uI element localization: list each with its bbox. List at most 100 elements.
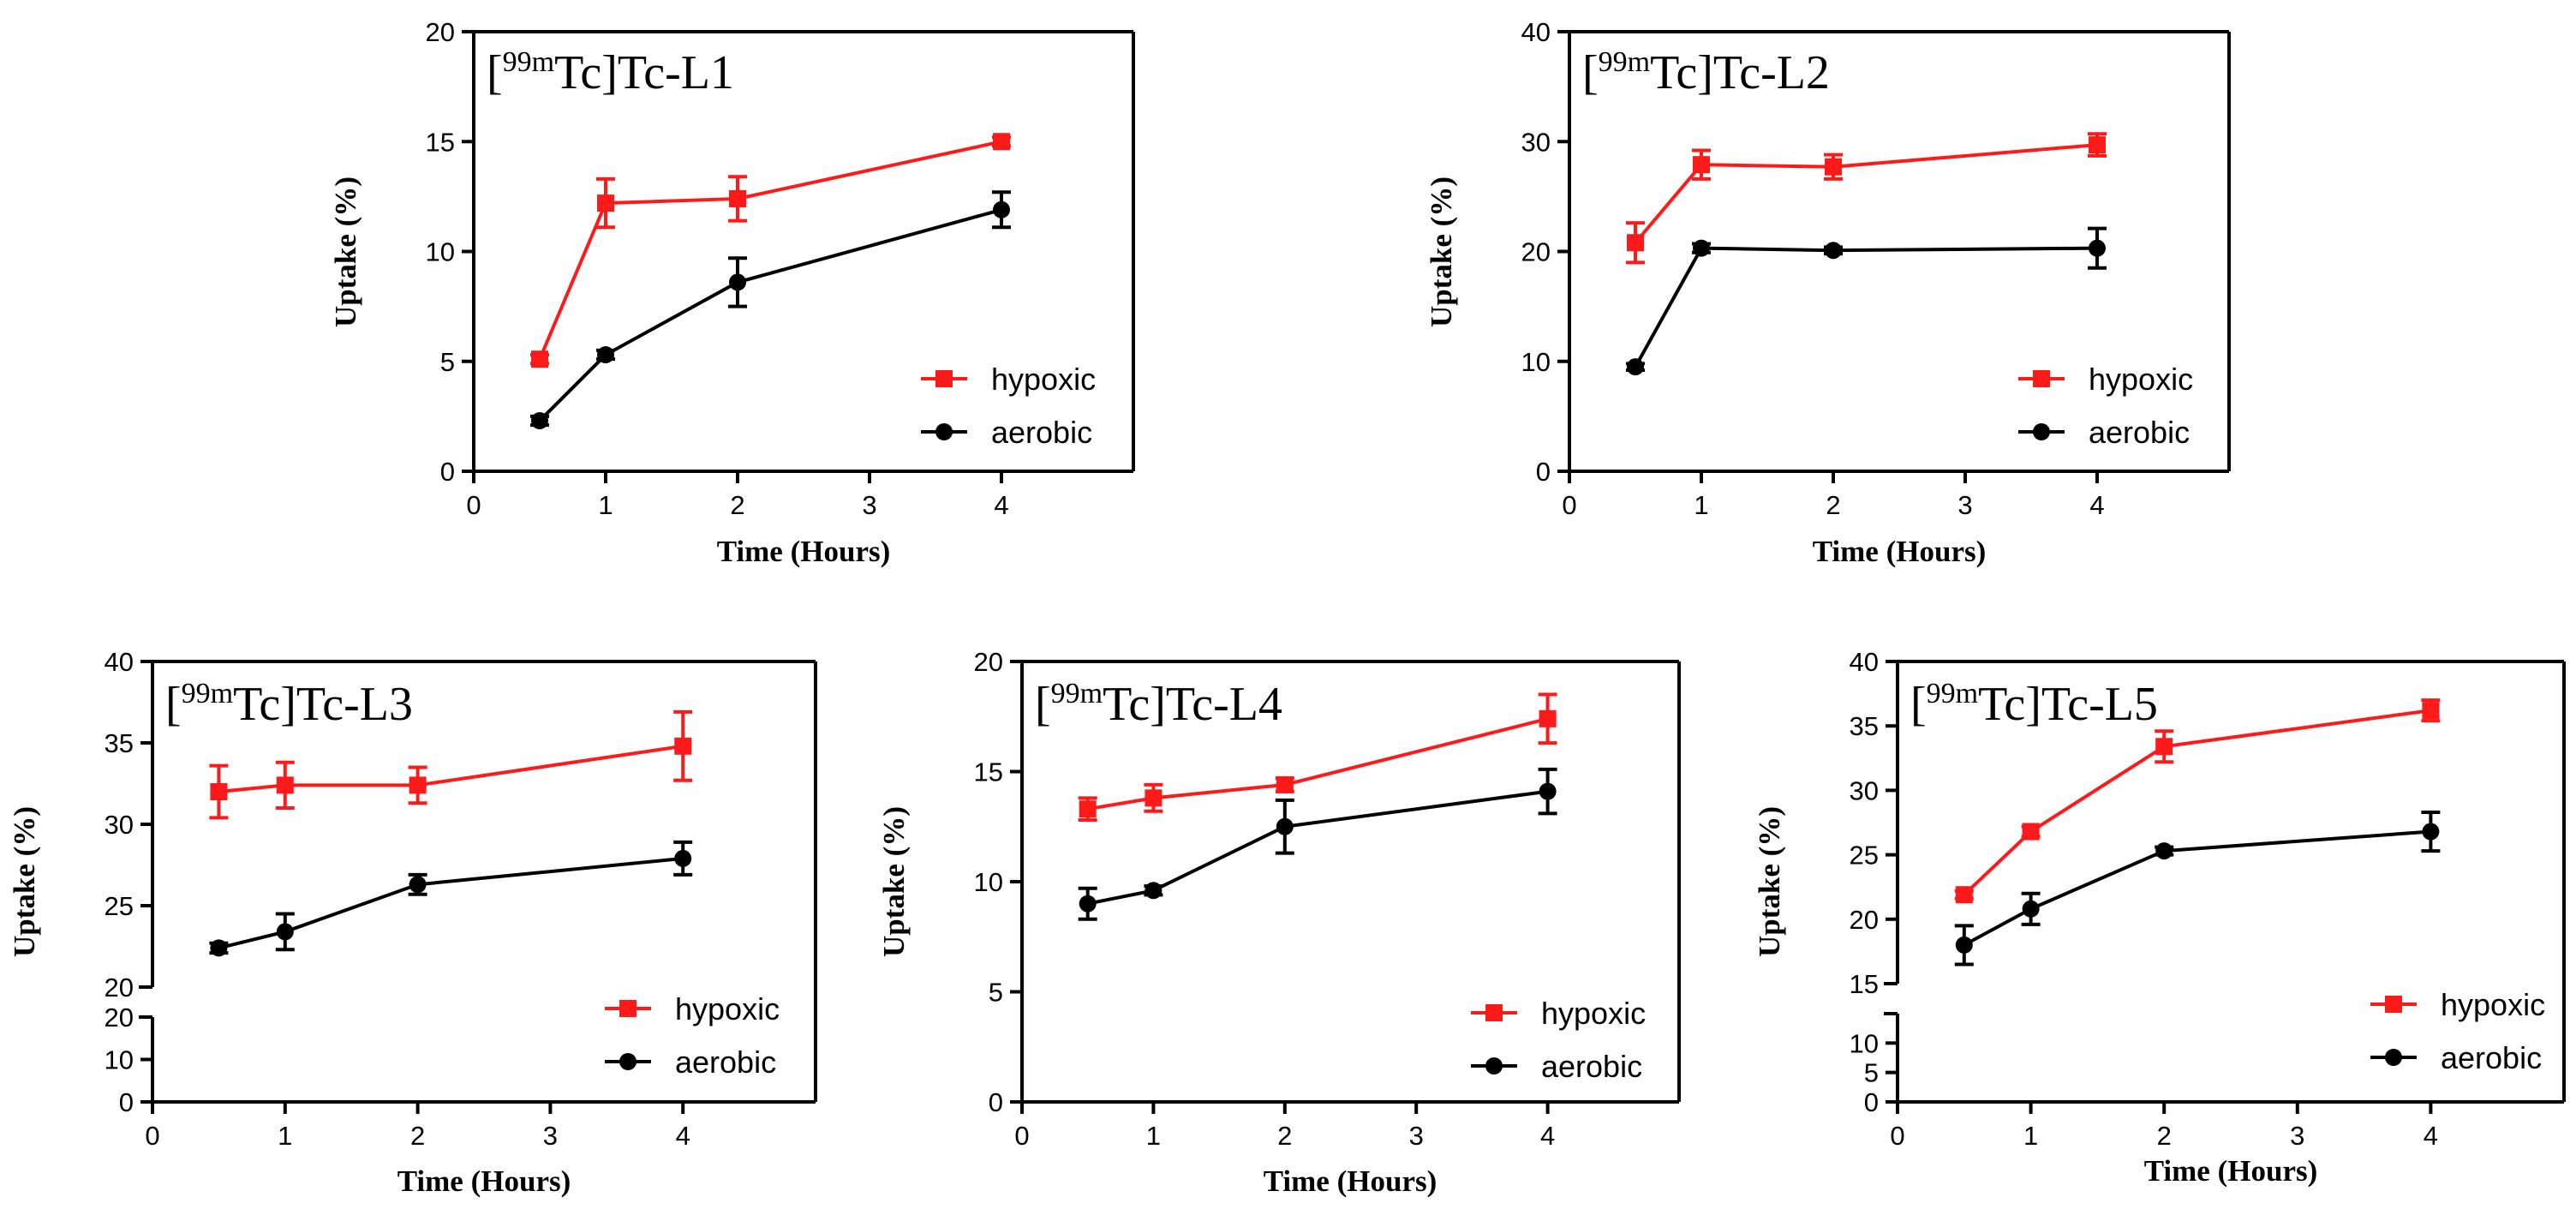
data-point-hypoxic [531, 350, 548, 368]
legend-label-aerobic: aerobic [991, 415, 1092, 450]
y-tick-label: 10 [1850, 1028, 1879, 1058]
y-tick-label: 30 [1850, 775, 1879, 805]
legend-marker-hypoxic [1485, 1004, 1503, 1021]
y-tick-label: 5 [440, 347, 455, 377]
x-tick-label: 2 [1277, 1121, 1292, 1151]
x-axis-label: Time (Hours) [717, 535, 891, 568]
title-bracket: [ [487, 46, 503, 99]
data-point-aerobic [1539, 782, 1557, 800]
x-tick-label: 4 [994, 490, 1008, 520]
title-compound: Tc]Tc-L2 [1650, 46, 1830, 99]
x-tick-label: 4 [2424, 1121, 2438, 1151]
x-axis-label: Time (Hours) [1813, 535, 1987, 568]
legend-marker-aerobic [1485, 1057, 1503, 1074]
legend-marker-aerobic [2385, 1049, 2402, 1066]
data-point-aerobic [2022, 900, 2040, 918]
series-line-hypoxic [1087, 716, 1549, 811]
series-line-aerobic [538, 207, 1002, 422]
series-line-hypoxic [538, 140, 1002, 360]
x-tick-label: 2 [410, 1121, 425, 1151]
y-axis-label: Uptake (%) [1753, 806, 1786, 957]
x-tick-label: 0 [466, 490, 481, 520]
x-axis-label: Time (Hours) [2144, 1154, 2318, 1188]
legend-label-hypoxic: hypoxic [1541, 996, 1646, 1031]
x-tick-label: 2 [730, 490, 744, 520]
data-point-aerobic [1079, 895, 1097, 913]
title-compound: Tc]Tc-L3 [233, 678, 413, 731]
panel-title: [99mTc]Tc-L2 [1582, 46, 1830, 99]
data-point-hypoxic [1693, 156, 1710, 174]
legend-marker-aerobic [935, 423, 953, 440]
x-tick-label: 4 [676, 1121, 690, 1151]
legend-label-hypoxic: hypoxic [2441, 987, 2545, 1022]
y-tick-label: 10 [426, 237, 455, 267]
y-tick-label: 15 [974, 757, 1003, 787]
data-point-hypoxic [597, 195, 614, 212]
title-bracket: [ [1582, 46, 1599, 99]
x-tick-label: 4 [2089, 490, 2104, 520]
data-point-aerobic [1955, 936, 1973, 954]
y-tick-label: 40 [1850, 647, 1879, 677]
series-line-aerobic [1963, 829, 2431, 947]
data-point-hypoxic [409, 776, 427, 794]
series-line-aerobic [1634, 246, 2098, 368]
data-point-hypoxic [1145, 789, 1162, 807]
data-point-hypoxic [1825, 158, 1842, 176]
y-tick-label: 20 [426, 17, 455, 47]
data-point-hypoxic [210, 783, 228, 800]
legend-marker-hypoxic [2033, 370, 2050, 387]
data-point-aerobic [993, 201, 1010, 218]
legend-label-hypoxic: hypoxic [991, 362, 1096, 397]
data-point-hypoxic [1627, 234, 1644, 252]
title-bracket: [ [1035, 678, 1051, 731]
data-point-hypoxic [2022, 823, 2040, 841]
x-axis-label: Time (Hours) [1264, 1164, 1437, 1198]
x-tick-label: 0 [145, 1121, 159, 1151]
data-point-aerobic [1825, 242, 1842, 260]
legend-marker-hypoxic [619, 1000, 637, 1017]
panel-title: [99mTc]Tc-L5 [1910, 678, 2158, 731]
legend-marker-hypoxic [935, 370, 953, 387]
data-point-hypoxic [1955, 886, 1973, 904]
y-tick-label: 0 [119, 1087, 134, 1117]
x-tick-label: 0 [1014, 1121, 1029, 1151]
data-point-aerobic [729, 273, 746, 291]
data-point-aerobic [1145, 882, 1162, 900]
y-tick-label: 10 [974, 867, 1003, 897]
legend-label-hypoxic: hypoxic [675, 991, 780, 1026]
series-line-hypoxic [1634, 143, 2098, 244]
title-compound: Tc]Tc-L4 [1103, 678, 1282, 731]
title-superscript: 99m [503, 46, 554, 78]
legend-label-aerobic: aerobic [1541, 1049, 1642, 1084]
legend-marker-aerobic [619, 1053, 637, 1070]
data-point-aerobic [531, 412, 548, 430]
y-tick-label: 5 [1864, 1058, 1879, 1088]
y-tick-label: 20 [1850, 905, 1879, 935]
x-tick-label: 1 [1146, 1121, 1161, 1151]
chart-panel-l1: 0 1 2 3 4 0 5 10 15 20 Time (Hours) Uptake (%) [99mT… [329, 17, 1135, 568]
y-tick-label: 10 [105, 1045, 134, 1075]
y-tick-label: 10 [1521, 347, 1551, 377]
x-tick-label: 1 [1694, 490, 1708, 520]
data-point-hypoxic [729, 189, 746, 207]
y-axis-label: Uptake (%) [329, 177, 362, 327]
y-tick-label: 5 [989, 978, 1003, 1008]
title-superscript: 99m [182, 678, 233, 709]
data-point-aerobic [2422, 823, 2440, 841]
x-axis-label: Time (Hours) [397, 1164, 571, 1198]
data-point-aerobic [2155, 842, 2173, 860]
y-tick-label: 15 [426, 127, 455, 157]
legend-label-aerobic: aerobic [2089, 415, 2190, 450]
x-tick-label: 4 [1540, 1121, 1555, 1151]
x-tick-label: 0 [1890, 1121, 1904, 1151]
data-point-hypoxic [1539, 709, 1557, 727]
x-tick-label: 1 [278, 1121, 292, 1151]
data-point-hypoxic [2422, 702, 2440, 720]
title-compound: Tc]Tc-L1 [554, 46, 734, 99]
data-point-hypoxic [276, 776, 294, 794]
y-tick-label: 25 [1850, 841, 1879, 871]
data-point-aerobic [276, 923, 294, 941]
title-superscript: 99m [1051, 678, 1103, 709]
title-compound: Tc]Tc-L5 [1978, 678, 2158, 731]
title-superscript: 99m [1927, 678, 1978, 709]
